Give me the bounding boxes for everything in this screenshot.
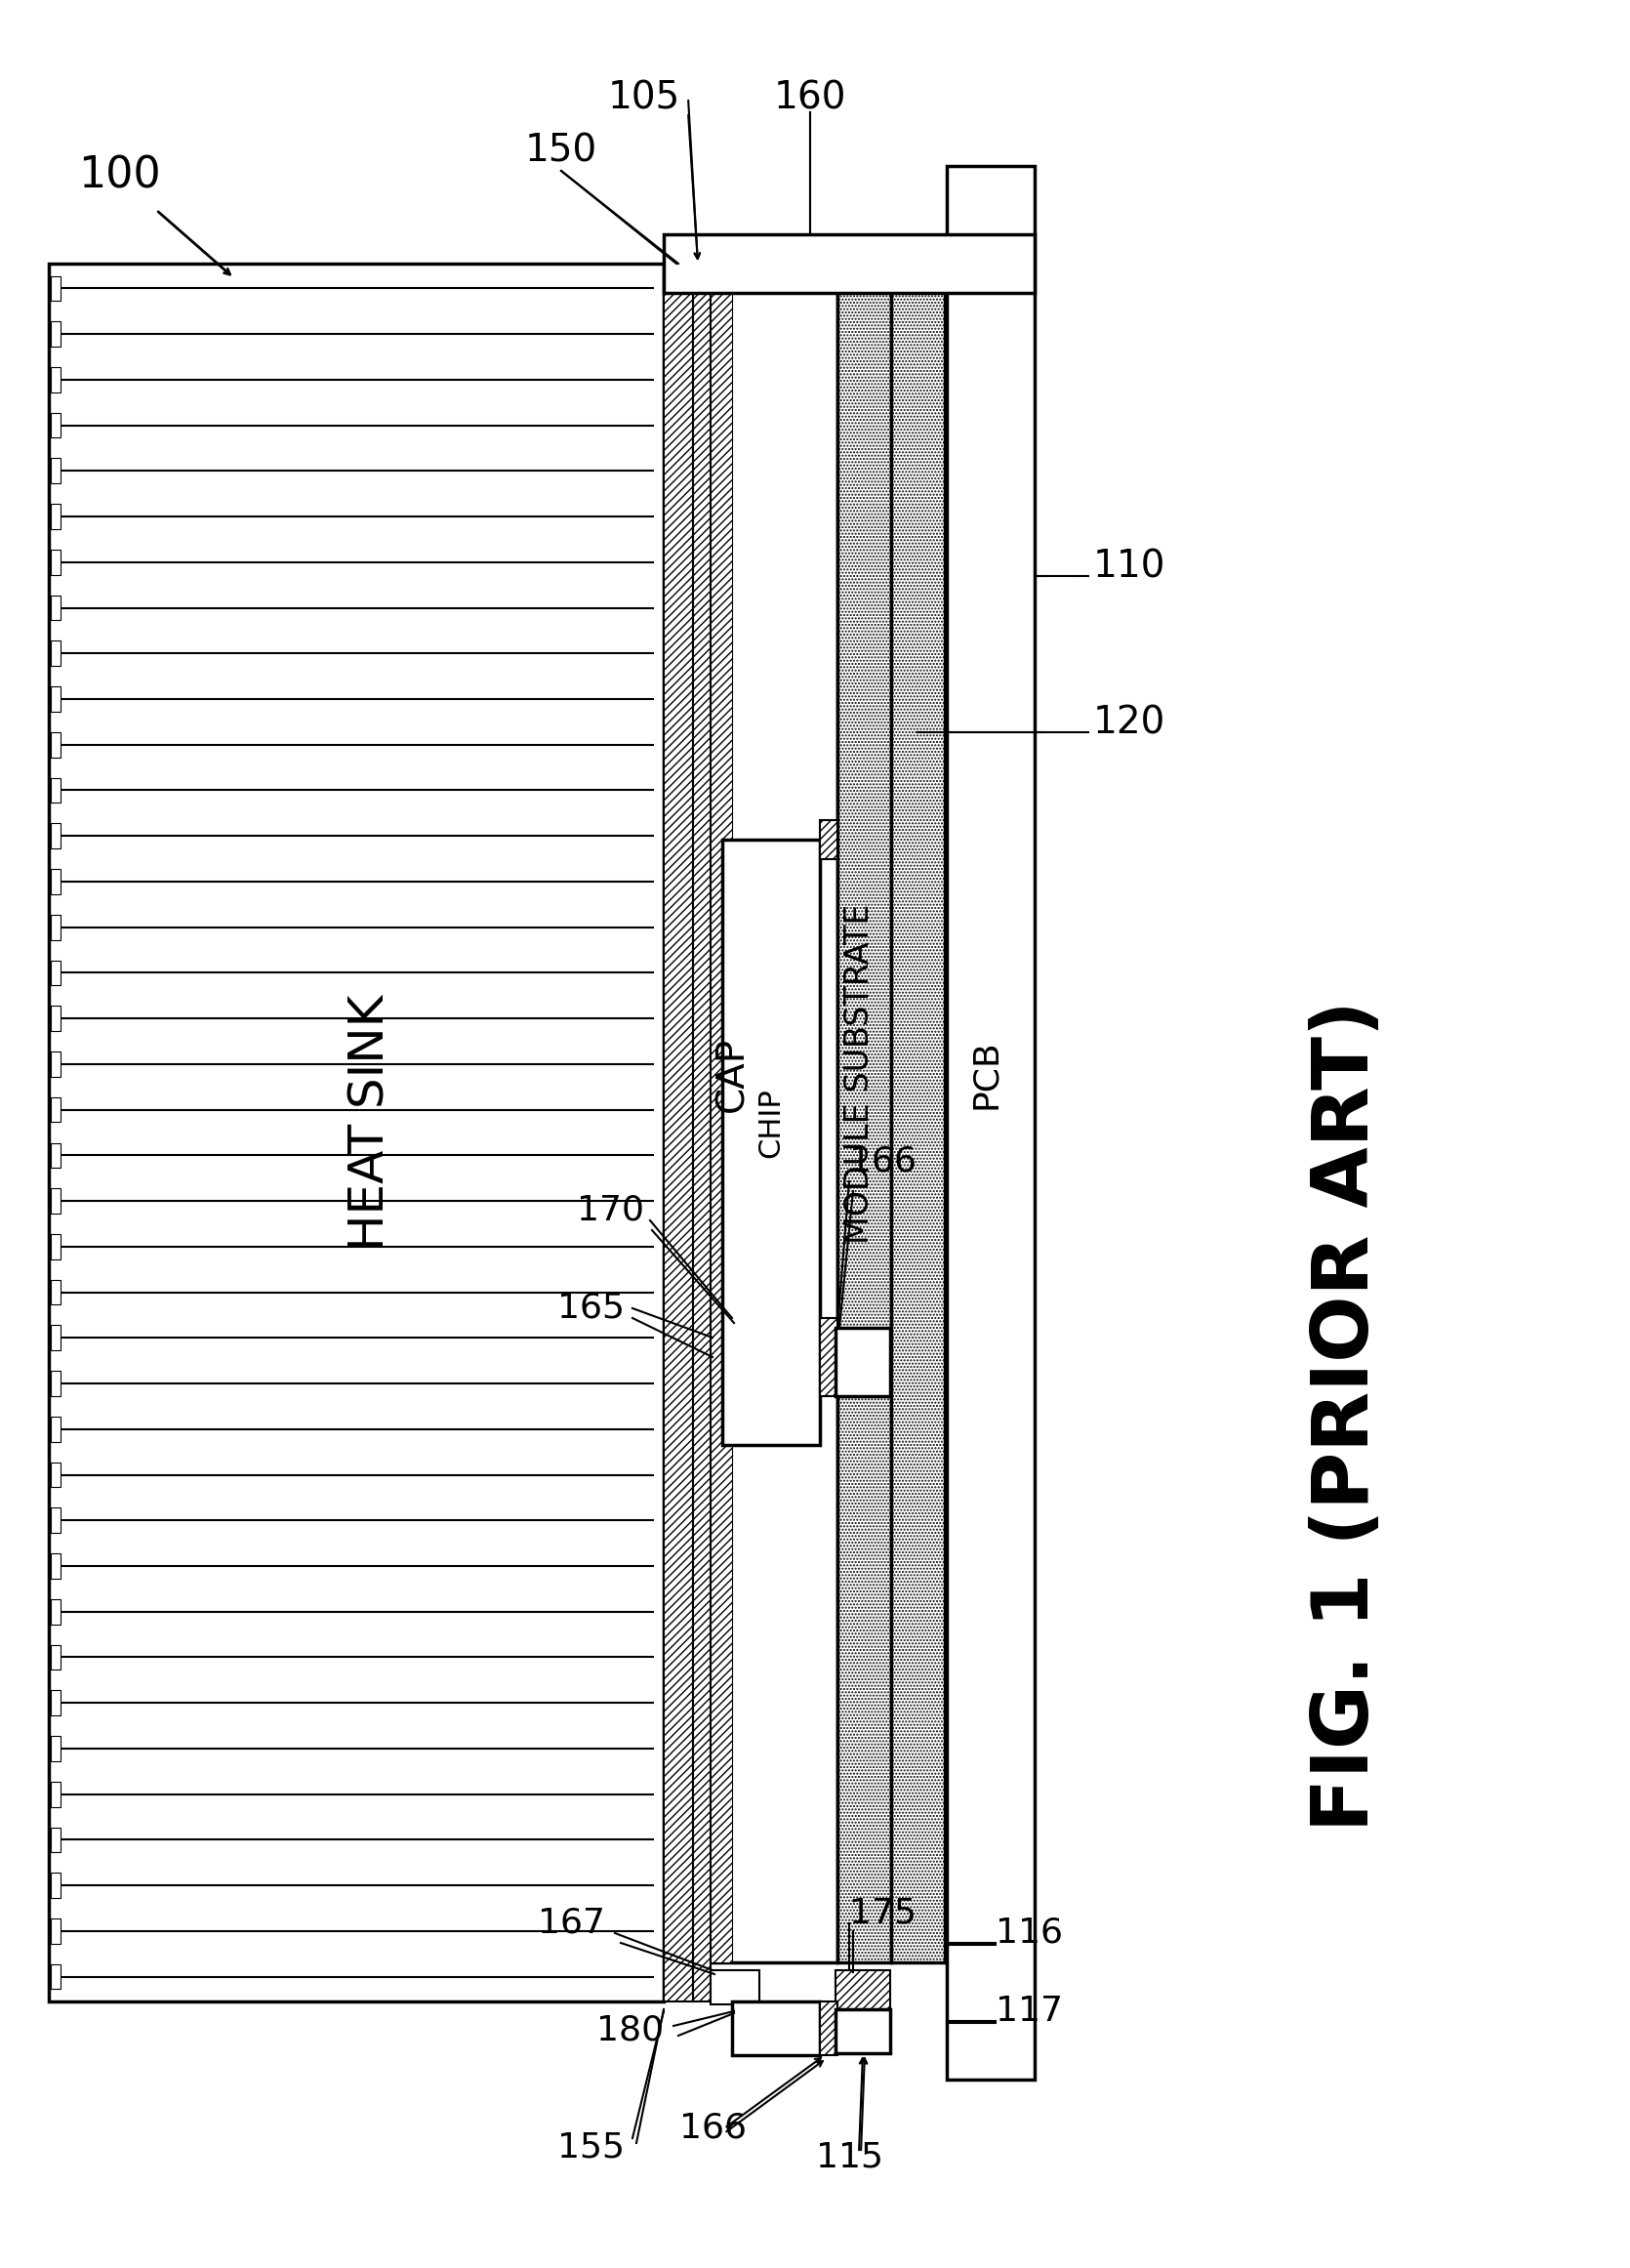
Text: HEAT SINK: HEAT SINK [347, 996, 394, 1252]
Bar [51, 1325, 60, 1349]
Bar [836, 2009, 890, 2053]
Bar [820, 821, 838, 860]
Text: CAP: CAP [714, 1036, 750, 1111]
Text: 150: 150 [525, 134, 598, 170]
Text: 166: 166 [849, 1145, 916, 1179]
Bar [51, 503, 60, 528]
Bar [693, 263, 711, 2000]
Bar [51, 914, 60, 939]
Bar [711, 284, 732, 1962]
Text: CHIP: CHIP [756, 1089, 786, 1157]
Text: 155: 155 [557, 2132, 624, 2164]
Bar [836, 1327, 890, 1397]
Bar [51, 778, 60, 803]
Bar [51, 869, 60, 894]
Bar [51, 549, 60, 574]
Text: 166: 166 [678, 2112, 747, 2146]
Text: MODULE SUBSTRATE: MODULE SUBSTRATE [843, 905, 875, 1245]
Bar [51, 1143, 60, 1168]
Text: 115: 115 [815, 2141, 883, 2175]
Text: 167: 167 [538, 1907, 605, 1939]
Bar [51, 1098, 60, 1123]
Bar [51, 1234, 60, 1259]
Text: PCB: PCB [970, 1039, 1002, 1109]
Bar [51, 594, 60, 621]
Bar [51, 687, 60, 712]
Bar [663, 263, 693, 2000]
Bar [51, 823, 60, 848]
Bar [836, 1971, 890, 2009]
Bar [51, 413, 60, 438]
Bar [732, 2000, 820, 2055]
Bar [49, 263, 663, 2000]
Bar [51, 1644, 60, 1669]
Bar [51, 959, 60, 984]
Bar [51, 1370, 60, 1397]
Bar [51, 1690, 60, 1715]
Bar [838, 284, 892, 1962]
Bar [711, 1971, 760, 2005]
Text: 165: 165 [557, 1293, 624, 1325]
Bar [51, 642, 60, 667]
Bar [51, 277, 60, 302]
Bar [51, 1554, 60, 1579]
Bar [51, 1919, 60, 1944]
Bar [51, 1599, 60, 1624]
Text: 170: 170 [577, 1193, 644, 1227]
Bar [51, 1964, 60, 1989]
Bar [711, 284, 838, 1962]
Bar [51, 1735, 60, 1760]
Text: FIG. 1 (PRIOR ART): FIG. 1 (PRIOR ART) [1309, 1000, 1385, 1833]
Bar [947, 166, 1035, 2080]
Bar [51, 1463, 60, 1488]
Text: 180: 180 [597, 2014, 663, 2048]
Text: 160: 160 [774, 79, 846, 116]
Bar [51, 733, 60, 758]
Bar [51, 1873, 60, 1898]
Bar [663, 234, 1035, 293]
Text: 116: 116 [996, 1916, 1063, 1950]
Text: 105: 105 [608, 79, 680, 116]
Bar [51, 458, 60, 483]
Bar [51, 1508, 60, 1533]
Bar [51, 1279, 60, 1304]
Text: 175: 175 [849, 1896, 916, 1930]
Bar [51, 1052, 60, 1077]
Bar [820, 1318, 838, 1397]
Bar [51, 1007, 60, 1032]
Bar [51, 1828, 60, 1853]
Text: 117: 117 [996, 1994, 1063, 2028]
Text: 110: 110 [1094, 547, 1165, 585]
Bar [51, 1418, 60, 1442]
Bar [51, 367, 60, 392]
Bar [820, 2000, 838, 2055]
Bar [51, 1188, 60, 1213]
Text: 120: 120 [1094, 703, 1165, 742]
Bar [51, 322, 60, 347]
Bar [51, 1783, 60, 1808]
Text: 100: 100 [78, 154, 161, 197]
Bar [892, 284, 945, 1962]
Bar [722, 839, 820, 1445]
